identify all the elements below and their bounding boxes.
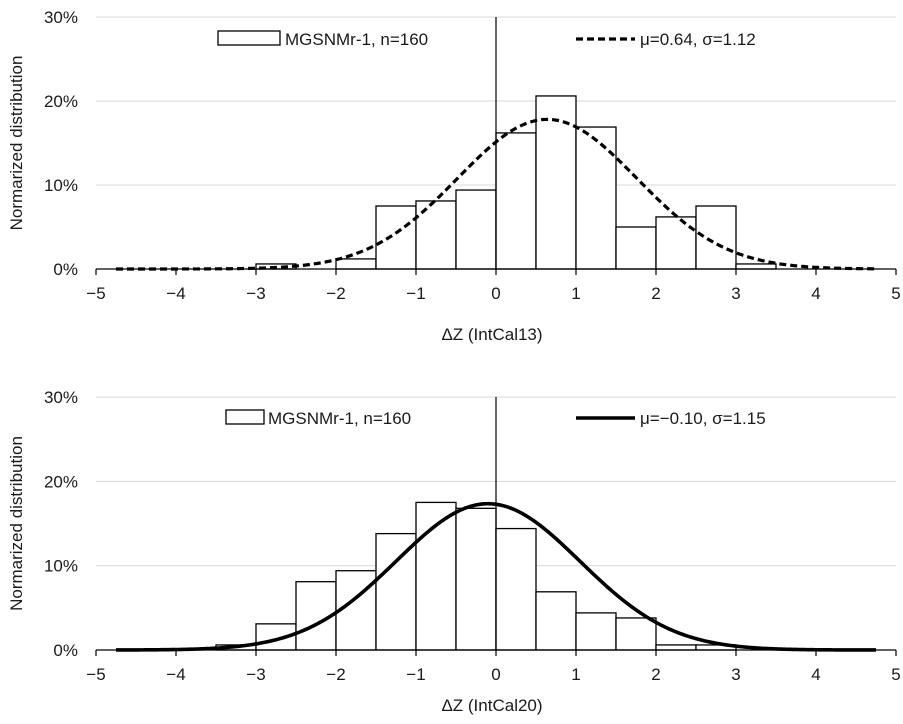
x-tick-label: 0 [491,284,500,303]
x-tick-label: −4 [166,284,185,303]
legend-bar-label: MGSNMr-1, n=160 [268,409,411,428]
x-tick-label: −1 [406,665,425,684]
x-tick-label: 4 [811,284,820,303]
x-tick-label: 5 [891,284,900,303]
x-tick-label: 1 [571,665,580,684]
y-axis-title: Normarized distribution [7,436,26,611]
histogram-bar [575,612,617,651]
x-tick-label: 2 [651,284,660,303]
legend-bar-swatch [225,409,265,425]
x-tick-label: 5 [891,665,900,684]
y-tick-label: 0% [53,641,78,660]
legend-bar-label: MGSNMr-1, n=160 [285,30,428,49]
histogram-bar [655,216,697,270]
chart-panel-1: 0% 10% 20% 30% −5 −4 −3 −2 −1 0 1 2 3 4 5 ΔZ (IntCal13)… [7,8,901,344]
y-tick-label: 20% [44,92,78,111]
x-axis-title: ΔZ (IntCal20) [441,696,542,715]
legend: MGSNMr-1, n=160 μ=−0.10, σ=1.15 [225,409,766,428]
x-tick-label: 2 [651,665,660,684]
chart-panel-2: 0% 10% 20% 30% −5 −4 −3 −2 −1 0 1 2 3 4 5 ΔZ (IntCal20)… [7,388,901,715]
legend-bar-swatch [217,30,281,46]
histogram-bar [495,132,537,270]
histogram-bar [455,507,497,651]
histogram-bar [375,205,417,270]
histogram-bar [375,532,417,651]
y-tick-label: 20% [44,472,78,491]
histogram-bar [535,591,577,651]
y-tick-label: 10% [44,557,78,576]
y-tick-label: 0% [53,260,78,279]
histogram-bar [655,644,697,651]
histogram-bar [695,205,737,270]
histogram-bar [615,226,657,270]
legend-curve-label: μ=−0.10, σ=1.15 [640,409,766,428]
y-tick-label: 30% [44,8,78,27]
x-tick-label: −1 [406,284,425,303]
x-tick-label: −2 [326,284,345,303]
y-tick-label: 30% [44,388,78,407]
legend: MGSNMr-1, n=160 μ=0.64, σ=1.12 [217,30,756,49]
histogram-bar [535,95,577,270]
x-tick-label: 0 [491,665,500,684]
y-tick-label: 10% [44,176,78,195]
x-tick-label: 4 [811,665,820,684]
x-axis-title: ΔZ (IntCal13) [441,325,542,344]
x-tick-label: −3 [246,665,265,684]
x-tick-label: −5 [86,284,105,303]
x-tick-label: −2 [326,665,345,684]
x-tick-label: −4 [166,665,185,684]
histogram-bar [335,258,377,270]
histogram-bar [735,263,777,270]
x-tick-label: 3 [731,284,740,303]
histogram-bar [575,126,617,270]
legend-curve-label: μ=0.64, σ=1.12 [640,30,756,49]
y-axis-title: Normarized distribution [7,56,26,231]
x-tick-label: 3 [731,665,740,684]
x-tick-label: −5 [86,665,105,684]
histogram-bar [615,617,657,651]
histogram-bar [495,527,537,651]
x-tick-label: −3 [246,284,265,303]
x-tick-label: 1 [571,284,580,303]
histogram-bar [455,189,497,270]
